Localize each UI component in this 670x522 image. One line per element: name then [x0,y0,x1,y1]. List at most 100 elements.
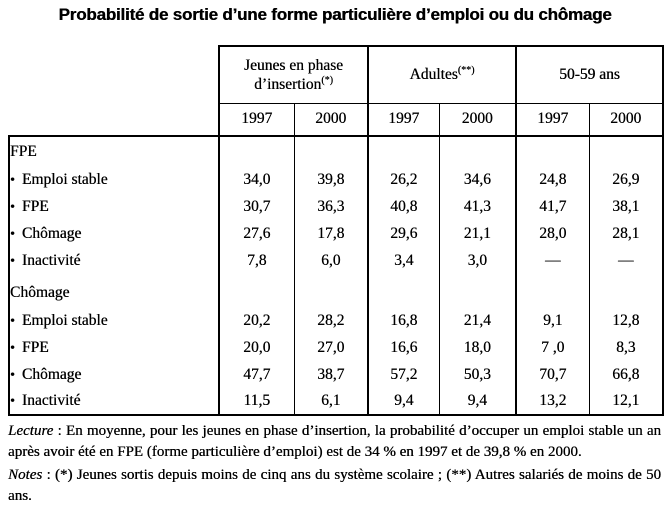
empty-cell [367,135,439,166]
bullet-icon: • [10,226,15,242]
probability-table: Jeunes en phase d’insertion(*) Adultes(*… [8,45,664,416]
footnote-marker: (*) [321,74,333,86]
row-label: FPE [21,197,49,215]
bullet-icon: • [10,394,15,409]
table-row: • Inactivité 7,8 6,0 3,4 3,0 — — [8,247,664,274]
empty-cell [438,135,516,166]
value-cell: 12,1 [588,388,664,416]
lecture-label: Lecture [8,423,54,439]
group-header-label: 50-59 ans [559,66,620,84]
value-cell: 27,0 [293,334,368,361]
header-stub-cell [9,103,219,136]
table-row: • FPE 20,0 27,0 16,6 18,0 7 ,0 8,3 [8,334,664,361]
value-cell: 21,1 [438,220,516,247]
row-label: FPE [21,338,49,356]
value-cell: 9,4 [367,388,439,416]
value-cell: 6,0 [293,247,368,274]
row-label: Emploi stable [21,311,108,329]
empty-cell [218,135,294,166]
table-row: • Emploi stable 20,2 28,2 16,8 21,4 9,1 1… [8,307,664,334]
section-label: Chômage [8,274,219,307]
year-header: 2000 [588,103,664,137]
section-row-chomage: Chômage [8,274,664,307]
value-cell: 18,0 [438,334,516,361]
value-cell: 41,3 [438,193,516,220]
notes-note: Notes : (*) Jeunes sortis depuis moins d… [8,465,661,506]
row-label-cell: • Emploi stable [8,166,219,193]
value-cell: 28,1 [588,220,664,247]
value-cell: 17,8 [293,220,368,247]
empty-cell [515,274,589,307]
value-cell: 41,7 [515,193,589,220]
empty-cell [588,274,664,307]
section-row-fpe: FPE [8,135,664,166]
value-cell: 26,2 [367,166,439,193]
row-label: Inactivité [21,251,81,269]
row-label-cell: • Inactivité [8,388,219,416]
value-cell: 16,6 [367,334,439,361]
value-cell: 66,8 [588,361,664,388]
row-label: Chômage [21,365,82,383]
value-cell: 47,7 [218,361,294,388]
value-cell: 8,3 [588,334,664,361]
table-row: • FPE 30,7 36,3 40,8 41,3 41,7 38,1 [8,193,664,220]
value-cell: 24,8 [515,166,589,193]
value-cell: 38,7 [293,361,368,388]
year-header: 2000 [438,103,516,137]
header-stub-cell [9,46,219,103]
table-row: • Chômage 27,6 17,8 29,6 21,1 28,0 28,1 [8,220,664,247]
empty-cell [588,135,664,166]
empty-cell [367,274,439,307]
empty-cell [438,274,516,307]
group-header-50-59: 50-59 ans [515,45,664,104]
row-label-cell: • Chômage [8,361,219,388]
page-title: Probabilité de sortie d’une forme partic… [58,5,612,24]
group-header-label: Adultes [409,66,458,84]
value-cell: 27,6 [218,220,294,247]
year-header: 2000 [293,103,368,137]
value-cell: 57,2 [367,361,439,388]
value-cell: 40,8 [367,193,439,220]
value-cell: 34,0 [218,166,294,193]
value-cell: 7 ,0 [515,334,589,361]
table-row: • Emploi stable 34,0 39,8 26,2 34,6 24,8 … [8,166,664,193]
value-cell: 26,9 [588,166,664,193]
footnote-marker: (**) [457,65,475,77]
bullet-icon: • [10,313,15,329]
row-label-cell: • Chômage [8,220,219,247]
year-header: 1997 [367,103,439,137]
value-cell: 16,8 [367,307,439,334]
notes-text: : (*) Jeunes sortis depuis moins de cinq… [8,467,661,504]
value-cell: 20,0 [218,334,294,361]
value-cell: — [588,247,664,274]
bullet-icon: • [10,172,15,188]
value-cell: 20,2 [218,307,294,334]
value-cell: 6,1 [293,388,368,416]
year-header-row: 1997 2000 1997 2000 1997 2000 [9,103,664,137]
row-label-cell: • FPE [8,193,219,220]
value-cell: 9,4 [438,388,516,416]
bullet-icon: • [10,367,15,383]
empty-cell [515,135,589,166]
value-cell: 29,6 [367,220,439,247]
table-row: • Chômage 47,7 38,7 57,2 50,3 70,7 66,8 [8,361,664,388]
value-cell: 13,2 [515,388,589,416]
value-cell: 39,8 [293,166,368,193]
value-cell: 12,8 [588,307,664,334]
group-header-row: Jeunes en phase d’insertion(*) Adultes(*… [9,45,664,104]
year-header: 1997 [515,103,589,137]
lecture-text: : En moyenne, pour les jeunes en phase d… [8,423,661,460]
value-cell: 3,0 [438,247,516,274]
value-cell: 38,1 [588,193,664,220]
bullet-icon: • [10,199,15,215]
bullet-icon: • [10,340,15,356]
empty-cell [218,274,294,307]
value-cell: 34,6 [438,166,516,193]
value-cell: 21,4 [438,307,516,334]
row-label: Chômage [21,224,82,242]
group-header-jeunes: Jeunes en phase d’insertion(*) [218,45,368,104]
value-cell: 36,3 [293,193,368,220]
row-label-cell: • Inactivité [8,247,219,274]
bullet-icon: • [10,253,15,269]
